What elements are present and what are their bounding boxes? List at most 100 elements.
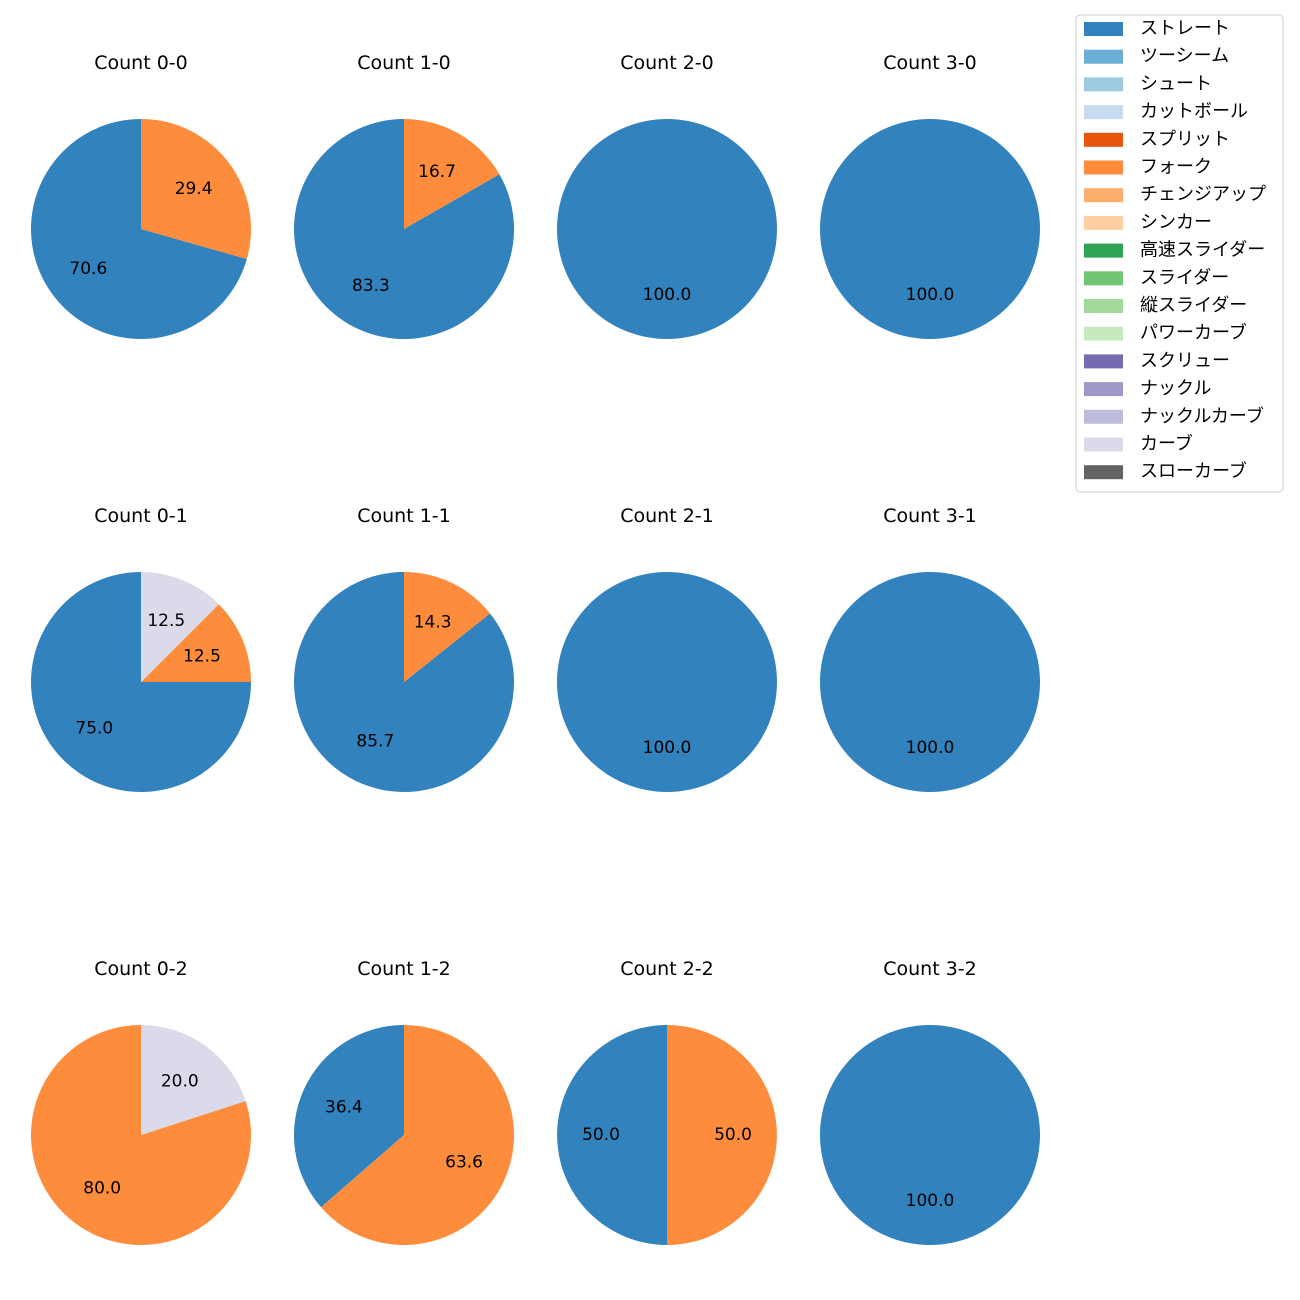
legend-label: フォーク xyxy=(1140,157,1212,178)
pie-slice-count-1-0-0 xyxy=(294,119,515,339)
pie-title: Count 1-2 xyxy=(357,958,451,980)
pie-slice-count-1-2-0 xyxy=(294,1025,404,1208)
legend-label: シュート xyxy=(1140,73,1212,94)
pie-slice-count-3-1-0 xyxy=(820,572,1040,792)
legend-label: ツーシーム xyxy=(1140,46,1229,67)
legend-item: パワーカーブ xyxy=(1084,322,1247,344)
legend-label: ナックルカーブ xyxy=(1140,405,1264,427)
pie-slice-label: 29.4 xyxy=(175,179,213,199)
legend-swatch xyxy=(1084,437,1123,452)
pie-title: Count 3-2 xyxy=(883,958,977,980)
pie-count-3-1: Count 3-1 100.0 xyxy=(820,505,1040,792)
legend-label: カーブ xyxy=(1140,433,1193,455)
pie-slice-label: 14.3 xyxy=(414,613,452,633)
pie-slice-label: 100.0 xyxy=(906,285,955,305)
pie-title: Count 2-1 xyxy=(620,505,714,527)
legend-item: 高速スライダー xyxy=(1084,240,1265,261)
pie-slice-count-2-0-0 xyxy=(557,119,777,339)
pie-slice-label: 100.0 xyxy=(906,738,955,758)
pie-slice-label: 83.3 xyxy=(352,276,390,296)
pie-slice-count-1-2-1 xyxy=(321,1025,515,1245)
pie-slice-count-0-2-1 xyxy=(141,1025,246,1135)
pie-title: Count 2-2 xyxy=(620,958,714,980)
legend-swatch xyxy=(1084,326,1123,341)
legend-label: スライダー xyxy=(1140,267,1229,288)
pie-slice-label: 63.6 xyxy=(445,1152,483,1172)
pie-slice-count-1-1-0 xyxy=(293,572,514,792)
pie-count-0-2: Count 0-2 80.0 20.0 xyxy=(31,958,252,1245)
pie-slice-label: 100.0 xyxy=(643,285,692,305)
legend-swatch xyxy=(1084,299,1123,313)
legend-swatch xyxy=(1084,243,1123,258)
pie-slice-count-2-2-1 xyxy=(667,1025,777,1245)
legend-label: スクリュー xyxy=(1140,350,1230,371)
pie-slice-label: 12.5 xyxy=(147,611,185,631)
pie-slice-count-2-2-0 xyxy=(557,1025,667,1245)
pie-slice-label: 16.7 xyxy=(418,162,456,182)
pie-slice-label: 50.0 xyxy=(582,1125,620,1145)
legend-swatch xyxy=(1084,215,1123,230)
pie-count-1-1: Count 1-1 85.7 14.3 xyxy=(293,505,514,792)
pie-count-3-2: Count 3-2 100.0 xyxy=(820,958,1040,1245)
legend-swatch xyxy=(1084,409,1123,424)
legend-item: ナックル xyxy=(1084,378,1211,399)
pie-title: Count 0-2 xyxy=(94,958,188,980)
pie-slice-count-1-1-1 xyxy=(404,572,491,682)
legend-item: シンカー xyxy=(1084,212,1212,233)
pie-slice-label: 75.0 xyxy=(75,719,113,739)
pie-slice-label: 70.6 xyxy=(69,259,107,279)
legend-swatch xyxy=(1084,22,1123,36)
pie-slice-count-3-0-0 xyxy=(820,119,1040,339)
pie-slice-count-3-2-0 xyxy=(820,1025,1040,1245)
legend-label: カットボール xyxy=(1140,101,1248,122)
legend-swatch xyxy=(1084,382,1123,397)
pie-slice-label: 50.0 xyxy=(714,1125,752,1145)
pie-slice-count-0-2-0 xyxy=(31,1025,252,1245)
legend-item: フォーク xyxy=(1084,157,1212,178)
pie-count-0-1: Count 0-1 75.0 12.5 12.5 xyxy=(31,505,251,792)
pie-slice-count-0-1-1 xyxy=(141,604,251,682)
legend-label: 高速スライダー xyxy=(1140,240,1265,261)
pie-slice-label: 100.0 xyxy=(906,1191,955,1211)
pie-count-2-0: Count 2-0 100.0 xyxy=(557,52,777,339)
pie-slice-label: 20.0 xyxy=(161,1072,199,1092)
legend-swatch xyxy=(1084,49,1123,64)
pie-count-1-0: Count 1-0 83.3 16.7 xyxy=(294,52,515,339)
pie-count-3-0: Count 3-0 100.0 xyxy=(820,52,1040,339)
pie-title: Count 0-1 xyxy=(94,505,188,527)
legend-swatch xyxy=(1084,160,1123,175)
legend-swatch xyxy=(1084,105,1123,120)
legend-item: ナックルカーブ xyxy=(1084,405,1264,427)
legend-frame xyxy=(1075,14,1284,493)
legend-label: スプリット xyxy=(1140,129,1230,150)
legend-swatch xyxy=(1084,77,1123,92)
pie-count-2-1: Count 2-1 100.0 xyxy=(557,505,777,792)
pie-title: Count 3-0 xyxy=(883,52,977,74)
legend-swatch xyxy=(1084,188,1123,203)
pie-slice-label: 80.0 xyxy=(83,1178,121,1198)
pie-title: Count 0-0 xyxy=(94,52,188,74)
pie-slice-label: 36.4 xyxy=(325,1098,363,1118)
legend-swatch xyxy=(1084,354,1123,369)
legend-label: チェンジアップ xyxy=(1140,184,1266,205)
legend-item: スローカーブ xyxy=(1084,460,1247,482)
pie-slice-count-0-0-0 xyxy=(30,119,247,339)
legend-item: スクリュー xyxy=(1084,350,1230,371)
pie-slice-count-0-1-2 xyxy=(141,572,219,682)
pie-count-2-2: Count 2-2 50.0 50.0 xyxy=(557,958,777,1245)
legend-item: スプリット xyxy=(1084,129,1230,150)
legend-item: ストレート xyxy=(1084,18,1230,39)
legend-item: チェンジアップ xyxy=(1084,184,1266,205)
pie-count-1-2: Count 1-2 36.4 63.6 xyxy=(294,958,515,1245)
legend-label: ストレート xyxy=(1140,18,1230,39)
pie-slice-count-2-1-0 xyxy=(557,572,777,792)
legend-label: パワーカーブ xyxy=(1140,322,1247,344)
legend-item: スライダー xyxy=(1084,267,1229,288)
pie-slice-label: 12.5 xyxy=(183,647,221,667)
legend-label: ナックル xyxy=(1140,378,1211,399)
legend-item: ツーシーム xyxy=(1084,46,1229,67)
pie-title: Count 1-1 xyxy=(357,505,451,527)
legend-swatch xyxy=(1084,132,1123,147)
legend-item: カーブ xyxy=(1084,433,1193,455)
